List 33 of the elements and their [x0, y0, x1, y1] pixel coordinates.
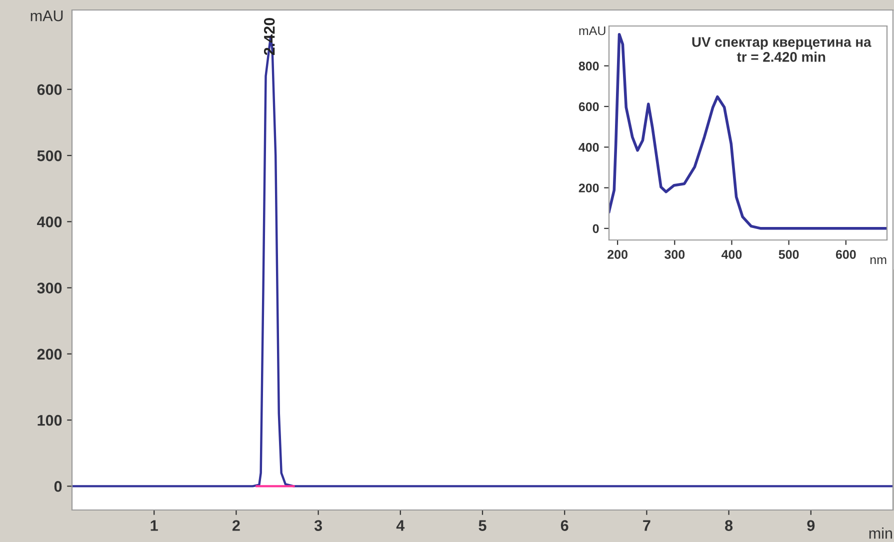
y-tick-label: 200 — [37, 348, 62, 360]
text: UV спектар кверцетина на tr = 2.420 min — [692, 37, 872, 62]
x-tick-label: 3 — [314, 520, 322, 531]
line-series — [609, 32, 887, 230]
y-tick-label: 800 — [578, 62, 599, 70]
y-tick-label: 300 — [37, 282, 62, 294]
x-axis-title: nm — [870, 257, 886, 264]
y-tick-label: 0 — [592, 224, 599, 234]
x-tick-label: 600 — [836, 250, 856, 259]
annotation: 2.420 — [264, 18, 275, 56]
y-tick-label: 600 — [578, 102, 599, 112]
y-tick-label: 400 — [578, 142, 599, 152]
y-tick-label: 0 — [54, 481, 62, 492]
x-tick-label: 6 — [560, 520, 568, 531]
x-tick-label: 200 — [608, 250, 628, 259]
x-tick-label: 8 — [725, 520, 733, 531]
x-tick-label: 9 — [807, 520, 815, 531]
x-tick-label: 7 — [643, 520, 650, 531]
y-tick-label: 400 — [37, 216, 62, 228]
y-tick-label: 100 — [38, 414, 62, 426]
y-tick-label: 200 — [578, 184, 599, 192]
x-axis-title: min — [869, 528, 892, 539]
x-tick-label: 500 — [778, 250, 799, 259]
x-tick-label: 2 — [232, 520, 240, 531]
x-tick-label: 300 — [664, 250, 685, 259]
x-tick-label: 5 — [478, 520, 486, 531]
x-tick-label: 400 — [721, 250, 742, 259]
y-axis-title: mAU — [30, 10, 63, 22]
y-tick-label: 500 — [37, 150, 62, 162]
y-axis-title: mAU — [579, 26, 606, 36]
y-tick-label: 600 — [37, 84, 62, 96]
x-tick-label: 4 — [396, 520, 405, 531]
x-tick-label: 1 — [150, 520, 158, 531]
